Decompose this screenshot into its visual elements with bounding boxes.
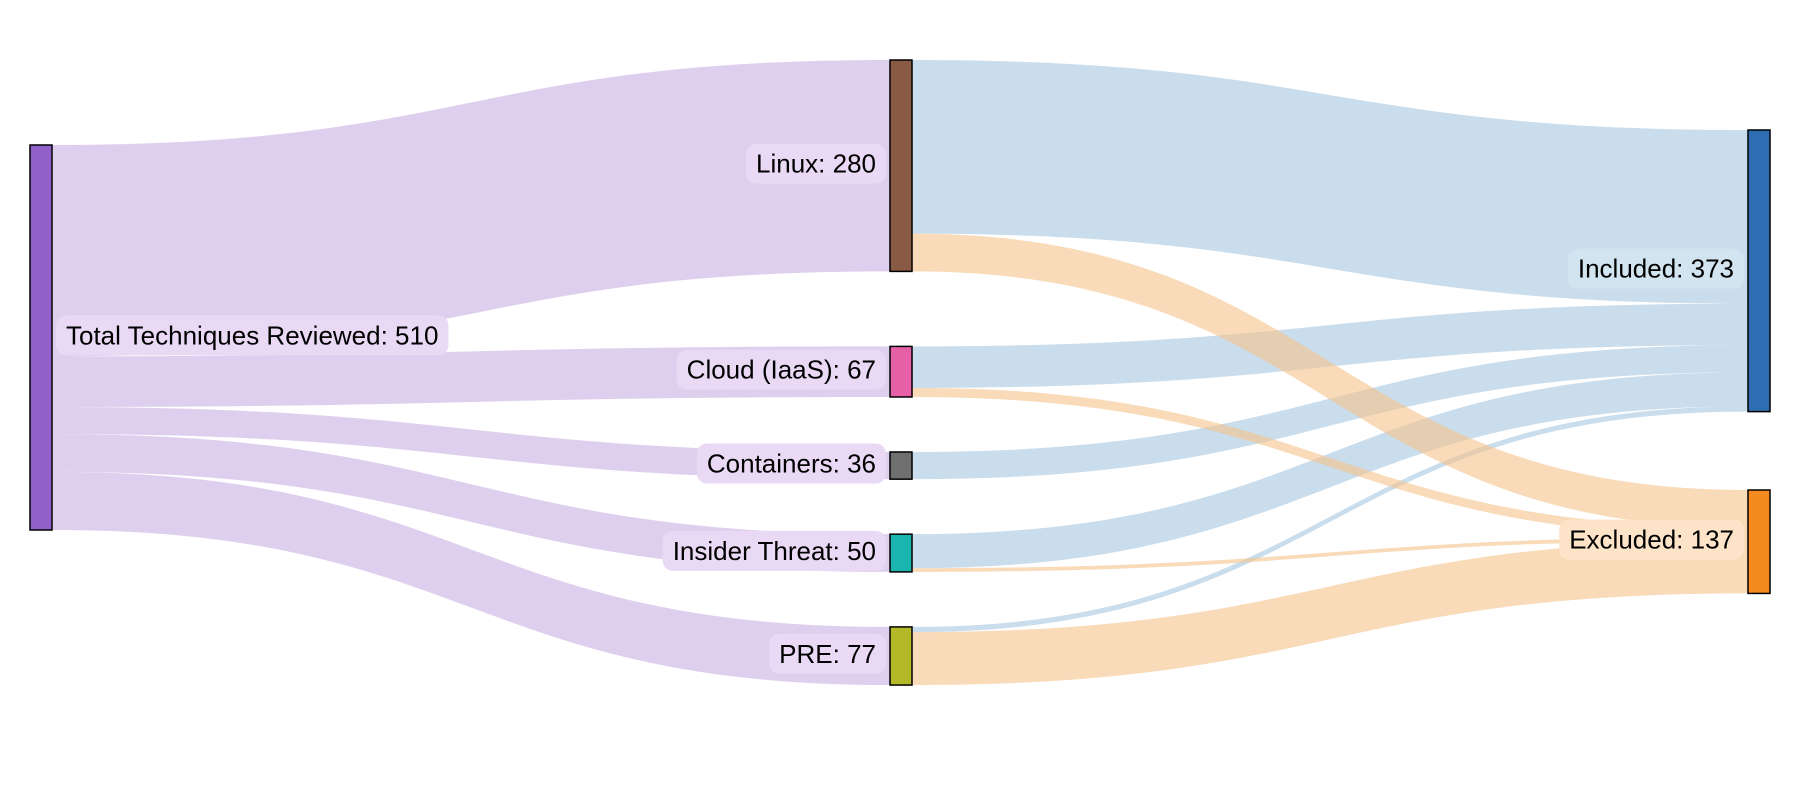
- node-excluded: [1748, 490, 1770, 593]
- label-cloud: Cloud (IaaS): 67: [687, 355, 876, 385]
- node-pre: [890, 627, 912, 685]
- node-containers: [890, 452, 912, 479]
- label-total: Total Techniques Reviewed: 510: [66, 320, 438, 350]
- label-containers: Containers: 36: [707, 448, 876, 478]
- label-included: Included: 373: [1578, 254, 1734, 284]
- node-cloud: [890, 346, 912, 397]
- node-insider: [890, 534, 912, 572]
- label-linux: Linux: 280: [756, 149, 876, 179]
- sankey-diagram: Total Techniques Reviewed: 510 Linux: 280…: [0, 0, 1800, 800]
- node-total: [30, 145, 52, 530]
- node-included: [1748, 130, 1770, 412]
- label-insider: Insider Threat: 50: [673, 536, 876, 566]
- label-excluded: Excluded: 137: [1569, 525, 1734, 555]
- label-pre: PRE: 77: [779, 639, 876, 669]
- link-total-linux: [52, 60, 890, 356]
- node-linux: [890, 60, 912, 271]
